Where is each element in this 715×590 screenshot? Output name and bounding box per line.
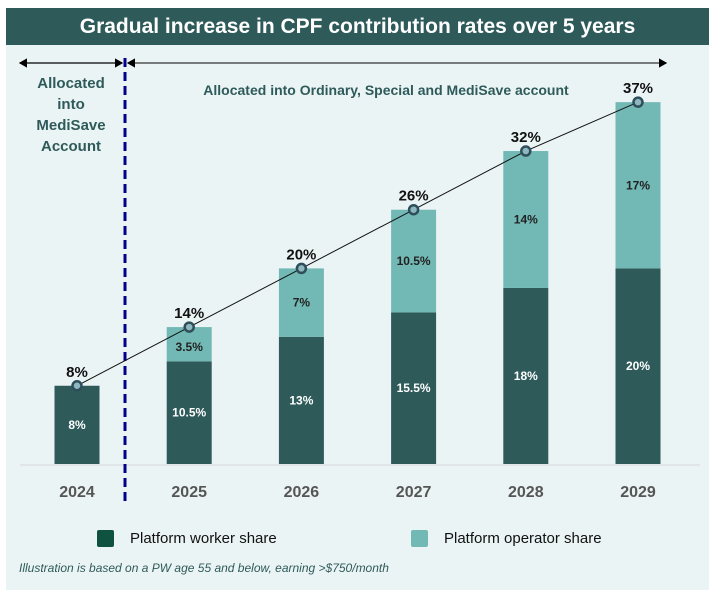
total-label: 26% — [399, 188, 429, 205]
bar-worker-2026 — [278, 336, 324, 464]
x-tick-label: 2029 — [620, 484, 656, 501]
data-label-worker: 10.5% — [172, 406, 206, 420]
left-region-label: Allocated — [37, 75, 105, 92]
data-label-operator: 17% — [626, 178, 650, 192]
total-marker — [71, 380, 83, 392]
chart-title: Gradual increase in CPF contribution rat… — [6, 8, 709, 45]
data-label-operator: 3.5% — [176, 340, 204, 354]
bar-operator-2026 — [278, 268, 324, 337]
total-label: 32% — [511, 129, 541, 146]
total-label: 20% — [286, 246, 316, 263]
total-label: 8% — [66, 364, 88, 381]
total-marker — [295, 262, 308, 275]
bar-worker-2029 — [615, 268, 661, 464]
total-marker — [407, 203, 420, 216]
total-marker — [520, 145, 532, 157]
bar-worker-2028 — [503, 287, 549, 464]
right-region-label: Allocated into Ordinary, Special and Med… — [203, 82, 569, 98]
x-tick-label: 2025 — [171, 484, 207, 501]
bar-worker-2024 — [54, 385, 100, 464]
chart-panel — [6, 8, 709, 590]
data-label-operator: 10.5% — [397, 254, 431, 268]
left-region-label: Account — [41, 138, 101, 155]
left-region-label: into — [57, 96, 85, 113]
total-marker — [183, 321, 195, 333]
legend-swatch-worker — [97, 530, 114, 547]
data-label-worker: 13% — [289, 393, 313, 407]
x-tick-label: 2026 — [284, 484, 320, 501]
bar-operator-2029 — [615, 102, 661, 269]
data-label-worker: 8% — [68, 418, 86, 432]
bar-worker-2027 — [391, 312, 437, 464]
legend-item-operator: Platform operator share — [411, 530, 602, 547]
left-region-label: MediSave — [36, 117, 105, 134]
bar-operator-2028 — [503, 151, 549, 288]
x-tick-label: 2024 — [59, 484, 95, 501]
data-label-worker: 15.5% — [397, 381, 431, 395]
legend-label-worker: Platform worker share — [130, 530, 277, 547]
total-label: 37% — [623, 80, 653, 97]
x-tick-label: 2028 — [508, 484, 544, 501]
total-marker — [632, 96, 644, 108]
data-label-worker: 20% — [626, 359, 650, 373]
x-tick-label: 2027 — [396, 484, 432, 501]
total-label: 14% — [174, 305, 204, 322]
data-label-operator: 14% — [514, 213, 538, 227]
bar-operator-2027 — [391, 209, 437, 313]
footnote: Illustration is based on a PW age 55 and… — [19, 561, 389, 575]
legend-label-operator: Platform operator share — [444, 530, 602, 547]
bar-worker-2025 — [166, 361, 212, 464]
total-trend-line — [76, 101, 639, 387]
data-label-worker: 18% — [514, 369, 538, 383]
legend-item-worker: Platform worker share — [97, 530, 277, 547]
data-label-operator: 7% — [293, 296, 311, 310]
legend-swatch-operator — [411, 530, 428, 547]
